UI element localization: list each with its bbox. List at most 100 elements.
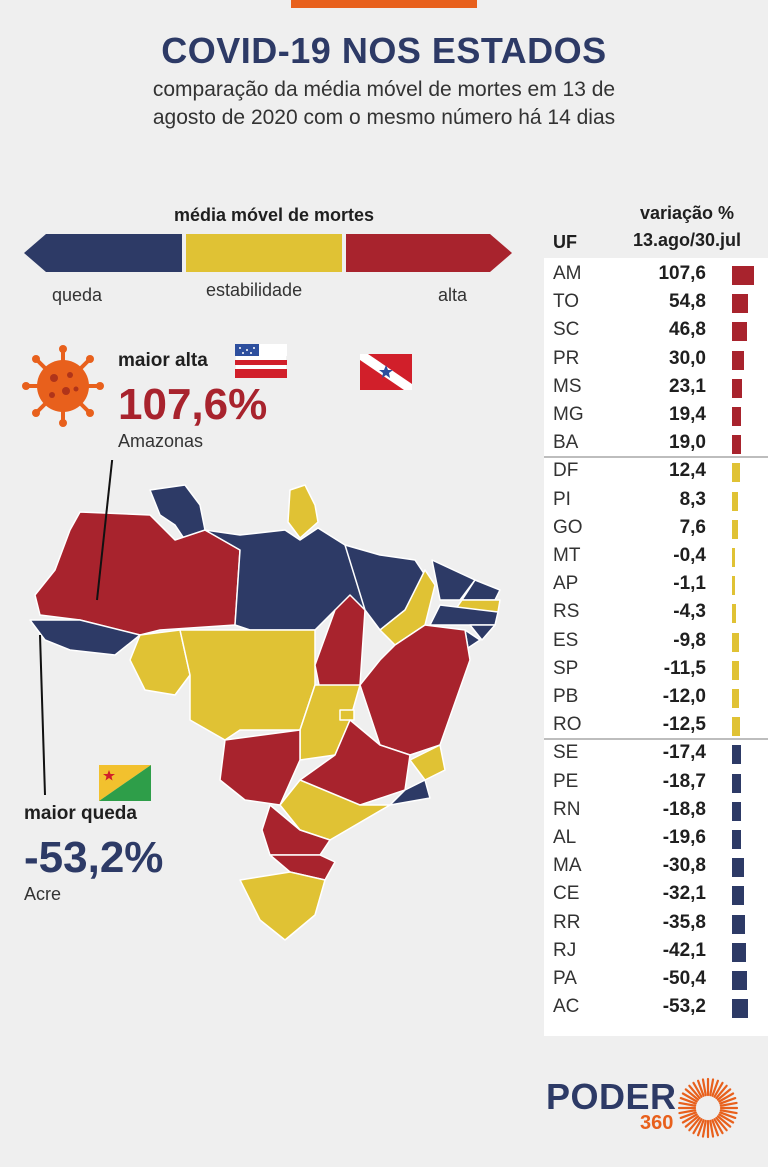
row-bar (732, 576, 735, 596)
subtitle-line-1: comparação da média móvel de mortes em 1… (152, 78, 616, 101)
logo-ray (715, 1116, 728, 1132)
logo-ray (696, 1119, 705, 1137)
row-uf-label: MT (553, 545, 581, 566)
para-flag-icon (360, 354, 412, 390)
row-bar (732, 999, 748, 1019)
highlight-high-state: Amazonas (118, 431, 204, 451)
row-bar (732, 717, 740, 737)
legend-queda-label: queda (52, 285, 103, 305)
table-row: MS 23,1 (544, 373, 768, 401)
logo-ray (711, 1079, 720, 1097)
row-bar (732, 604, 737, 624)
highlight-low-label: maior queda (24, 803, 137, 824)
table-row: RR -35,8 (544, 909, 768, 937)
map-state-mt (179, 629, 316, 741)
leader-line-acre (39, 634, 46, 796)
row-uf-label: RN (553, 798, 581, 820)
table-row: MT -0,4 (544, 542, 768, 570)
group-divider (544, 456, 768, 459)
row-uf-label: AM (553, 263, 582, 284)
row-bar (732, 266, 754, 285)
row-uf-label: MS (553, 375, 582, 397)
row-value-label: 19,0 (669, 432, 706, 454)
row-bar (732, 660, 740, 680)
highlight-high-value: 107,6% (118, 380, 268, 429)
row-value-label: -35,8 (662, 911, 706, 933)
table-row: MA -30,8 (544, 852, 768, 880)
row-uf-label: RR (553, 911, 581, 933)
row-value-label: -4,3 (673, 601, 706, 623)
row-bar (732, 435, 742, 455)
row-uf-label: SC (553, 319, 580, 341)
map-state-ce (431, 559, 476, 601)
top-accent-bar (291, 0, 477, 8)
map-state-rj (389, 779, 431, 806)
legend-alta-swatch (346, 234, 512, 272)
logo-ray (692, 1081, 703, 1098)
row-value-label: -30,8 (662, 855, 706, 877)
table-row: SE -17,4 (544, 739, 768, 767)
row-value-label: -50,4 (662, 968, 706, 989)
legend-estabilidade-label: estabilidade (206, 280, 303, 300)
map-state-am (34, 511, 241, 636)
row-bar (732, 548, 735, 567)
table-row: PB -12,0 (544, 683, 768, 711)
legend-title: média móvel de mortes (173, 205, 375, 225)
row-bar (732, 971, 748, 990)
row-uf-label: PI (553, 488, 571, 510)
logo-ray (709, 1078, 715, 1097)
row-value-label: 23,1 (669, 375, 706, 397)
logo-ray (684, 1088, 700, 1101)
variation-table: AM 107,6 TO 54,8 SC 46,8 PR 30,0 MS 23,1 MG 19,4 BA 1… (544, 258, 768, 1036)
logo-ray (718, 1092, 735, 1103)
row-value-label: -12,0 (662, 686, 706, 707)
row-value-label: -18,8 (662, 798, 706, 820)
row-bar (732, 773, 742, 793)
row-bar (732, 350, 744, 370)
row-bar (732, 801, 742, 821)
row-uf-label: SP (553, 657, 579, 679)
logo-ray (719, 1111, 737, 1120)
row-bar (732, 745, 741, 765)
logo-ray (678, 1109, 697, 1115)
table-row: PA -50,4 (544, 965, 768, 993)
leader-line-amazonas (96, 460, 114, 601)
logo-name: PODER (546, 1076, 677, 1117)
highlight-low-state: Acre (24, 884, 62, 904)
table-row: PE -18,7 (544, 768, 768, 796)
row-uf-label: RO (553, 714, 582, 736)
row-bar (732, 407, 742, 426)
row-uf-label: AC (553, 996, 580, 1018)
row-value-label: -0,4 (673, 545, 706, 566)
row-uf-label: PR (553, 347, 580, 369)
logo-ray (681, 1113, 698, 1124)
row-uf-label: CE (553, 883, 580, 905)
map-state-ba (359, 624, 471, 756)
logo-ray (709, 1119, 715, 1138)
row-value-label: 8,3 (679, 488, 706, 510)
highlight-low-value: -53,2% (24, 833, 164, 882)
table-row: PI 8,3 (544, 486, 768, 514)
subtitle-line-2: agosto de 2020 com o mesmo número há 14 … (152, 106, 616, 129)
row-value-label: -17,4 (662, 742, 706, 764)
table-row: AP -1,1 (544, 570, 768, 598)
logo-ray (716, 1088, 732, 1101)
map-state-ms (219, 729, 301, 806)
table-row: AL -19,6 (544, 824, 768, 852)
page-title: COVID-19 NOS ESTADOS (161, 30, 607, 71)
map-state-ac (29, 619, 141, 656)
table-row: RS -4,3 (544, 598, 768, 626)
row-uf-label: MA (553, 855, 582, 877)
logo-ray (719, 1096, 737, 1105)
logo-ray (681, 1092, 698, 1103)
group-divider (544, 738, 768, 741)
row-bar (732, 632, 739, 652)
row-value-label: -53,2 (662, 996, 706, 1018)
page-subtitle: comparação da média móvel de mortes em 1… (84, 76, 684, 132)
logo-ray (679, 1096, 697, 1105)
row-uf-label: PE (553, 770, 579, 792)
amazonas-flag-icon (235, 344, 287, 378)
logo-ray (711, 1119, 720, 1137)
row-uf-label: PA (553, 968, 577, 989)
row-uf-label: RS (553, 601, 580, 623)
